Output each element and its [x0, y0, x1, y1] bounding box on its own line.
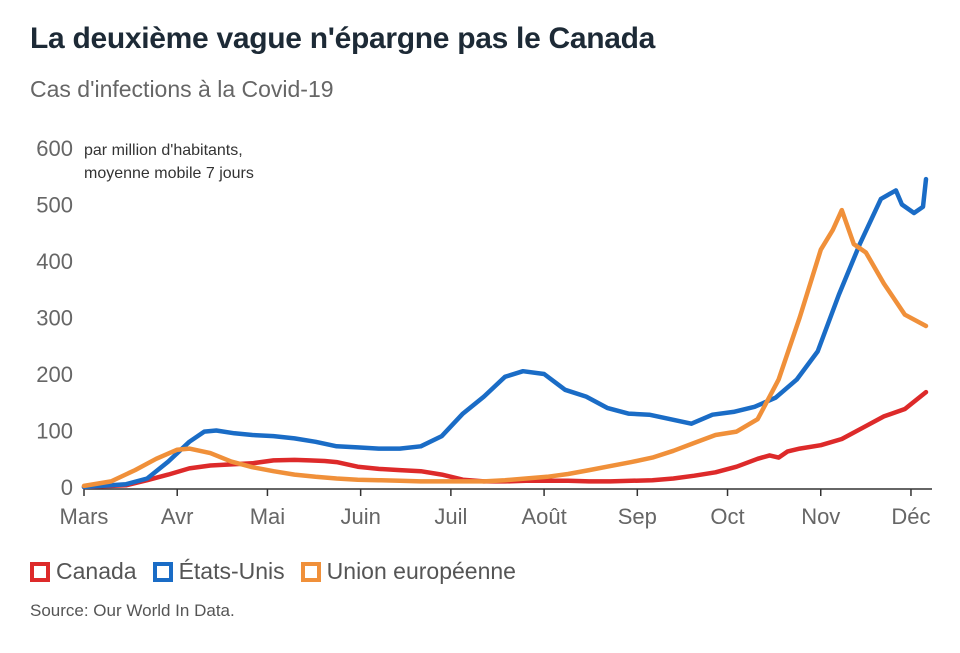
- legend-label-union-europeenne: Union européenne: [326, 558, 516, 584]
- y-tick-label: 500: [36, 193, 73, 218]
- legend-swatch-etats-unis: [152, 561, 173, 582]
- series-line-union-europeenne: [81, 207, 929, 489]
- y-tick-label: 300: [36, 306, 73, 331]
- x-tick-label: Mai: [250, 504, 285, 529]
- chart-subtitle: Cas d'infections à la Covid-19: [30, 76, 334, 102]
- y-unit-label-line-2: moyenne mobile 7 jours: [84, 165, 254, 182]
- y-tick-label: 400: [36, 249, 73, 274]
- line-chart: 0 100 200 300 400 500 600 par million d'habita…: [36, 136, 932, 529]
- source-note: Source: Our World In Data.: [30, 601, 235, 620]
- x-tick-label: Avr: [161, 504, 194, 529]
- x-tick-label: Nov: [801, 504, 840, 529]
- y-tick-label: 600: [36, 136, 73, 161]
- legend-label-canada: Canada: [56, 558, 137, 584]
- x-tick-label: Déc: [891, 504, 930, 529]
- legend-item-etats-unis: États-Unis: [152, 558, 285, 585]
- x-tick-label: Sep: [618, 504, 657, 529]
- legend-swatch-canada: [30, 561, 50, 582]
- x-axis: Mars Avr Mai Juin Juil Août Sep Oct Nov Déc: [60, 488, 932, 529]
- legend: Canada États-Unis Union européenne: [30, 558, 532, 585]
- series-line-canada: [81, 389, 929, 490]
- series-line-etats-unis: [81, 176, 929, 490]
- legend-item-union-europeenne: Union européenne: [300, 558, 516, 585]
- y-tick-label: 200: [36, 362, 73, 387]
- series-lines: [81, 176, 929, 490]
- legend-swatch-union-europeenne: [300, 561, 321, 582]
- legend-label-etats-unis: États-Unis: [178, 558, 285, 584]
- x-tick-label: Juin: [340, 504, 380, 529]
- y-axis: 0 100 200 300 400 500 600: [36, 136, 73, 500]
- y-tick-label: 0: [61, 475, 73, 500]
- chart-title: La deuxième vague n'épargne pas le Canad…: [30, 22, 656, 55]
- x-tick-label: Juil: [434, 504, 467, 529]
- x-tick-label: Oct: [710, 504, 744, 529]
- legend-item-canada: Canada: [30, 558, 137, 585]
- x-tick-label: Mars: [60, 504, 109, 529]
- y-unit-label-line-1: par million d'habitants,: [84, 142, 243, 159]
- y-tick-label: 100: [36, 419, 73, 444]
- x-tick-label: Août: [521, 504, 566, 529]
